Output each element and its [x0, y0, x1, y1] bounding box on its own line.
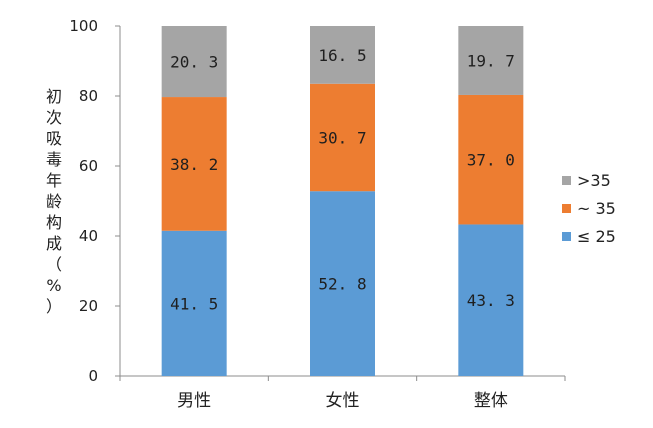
y-tick-label: 100	[69, 17, 98, 35]
data-label: 52. 8	[318, 275, 366, 294]
data-label: 30. 7	[318, 128, 366, 147]
y-tick-label: 80	[79, 87, 98, 105]
y-tick-label: 40	[79, 227, 98, 245]
y-axis-title-char: 次	[46, 108, 62, 127]
bar-segment	[310, 191, 375, 376]
y-axis-title-char: 构	[46, 213, 62, 232]
legend-label: ~ 35	[577, 199, 616, 218]
bar-segment	[458, 224, 524, 376]
y-axis-title-char: 毒	[46, 150, 62, 169]
y-axis-title-char: 年	[46, 171, 62, 190]
y-axis-title-char: ）	[46, 297, 62, 316]
bar-segment	[310, 83, 375, 192]
bars	[161, 26, 524, 376]
y-tick-label: 0	[88, 367, 98, 385]
y-tick-label: 20	[79, 297, 98, 315]
y-axis-title-char: 龄	[46, 192, 62, 211]
bar-segment	[310, 26, 375, 84]
bar-segment	[161, 97, 227, 231]
data-label: 41. 5	[170, 294, 218, 313]
data-label: 38. 2	[170, 155, 218, 174]
legend-label: ≤ 25	[577, 227, 616, 246]
legend: >35 ~ 35 ≤ 25	[562, 171, 616, 246]
data-label: 16. 5	[318, 46, 366, 65]
y-axis-title-char: 吸	[46, 129, 62, 148]
bar-segment	[161, 26, 227, 98]
y-axis-title-char: （	[46, 255, 62, 274]
y-tick-label: 60	[79, 157, 98, 175]
bar-segment	[161, 230, 227, 376]
value-labels: 41. 5 38. 2 20. 3 52. 8 30. 7 16. 5 43. 3 37. 0…	[170, 46, 515, 314]
legend-swatch	[562, 232, 571, 241]
y-axis-title-char: %	[46, 276, 61, 295]
legend-swatch	[562, 204, 571, 213]
data-label: 43. 3	[467, 291, 515, 310]
data-label: 20. 3	[170, 53, 218, 72]
y-axis-title-char: 成	[46, 234, 62, 253]
bar-segment	[458, 26, 524, 95]
axes: 0 20 40 60 80 100 男性 女性 整体	[69, 17, 566, 411]
category-label: 整体	[474, 391, 508, 411]
y-axis-title-char: 初	[46, 87, 62, 106]
legend-swatch	[562, 176, 571, 185]
data-label: 19. 7	[467, 51, 515, 70]
category-label: 男性	[177, 391, 211, 411]
legend-label: >35	[577, 171, 611, 190]
category-label: 女性	[326, 391, 360, 411]
bar-segment	[458, 94, 524, 225]
data-label: 37. 0	[467, 151, 515, 170]
